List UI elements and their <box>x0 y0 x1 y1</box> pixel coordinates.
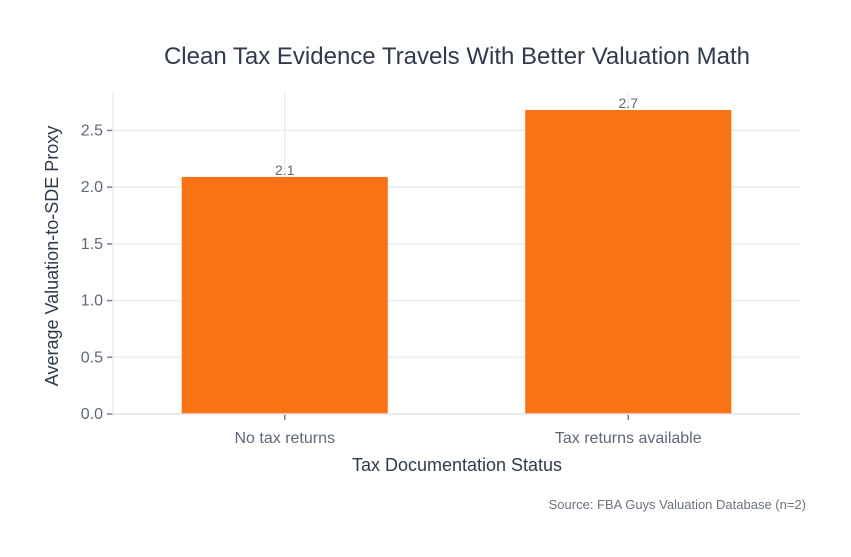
bar <box>181 176 388 414</box>
y-tick-label: 1.0 <box>81 293 103 310</box>
x-axis-label: Tax Documentation Status <box>352 455 562 475</box>
data-label: 2.7 <box>619 95 639 111</box>
y-tick-label: 0.5 <box>81 349 103 366</box>
y-tick-label: 1.5 <box>81 236 103 253</box>
chart-title: Clean Tax Evidence Travels With Better V… <box>164 43 750 70</box>
y-tick-label: 2.5 <box>81 122 103 139</box>
x-tick-label: Tax returns available <box>555 430 702 447</box>
x-tick-label: No tax returns <box>235 430 335 447</box>
bar <box>525 110 732 415</box>
source-note: Source: FBA Guys Valuation Database (n=2… <box>549 497 806 512</box>
y-tick-label: 2.0 <box>81 179 103 196</box>
y-tick-label: 0.0 <box>81 406 103 423</box>
data-label: 2.1 <box>275 162 295 178</box>
y-axis-label: Average Valuation-to-SDE Proxy <box>42 126 62 386</box>
